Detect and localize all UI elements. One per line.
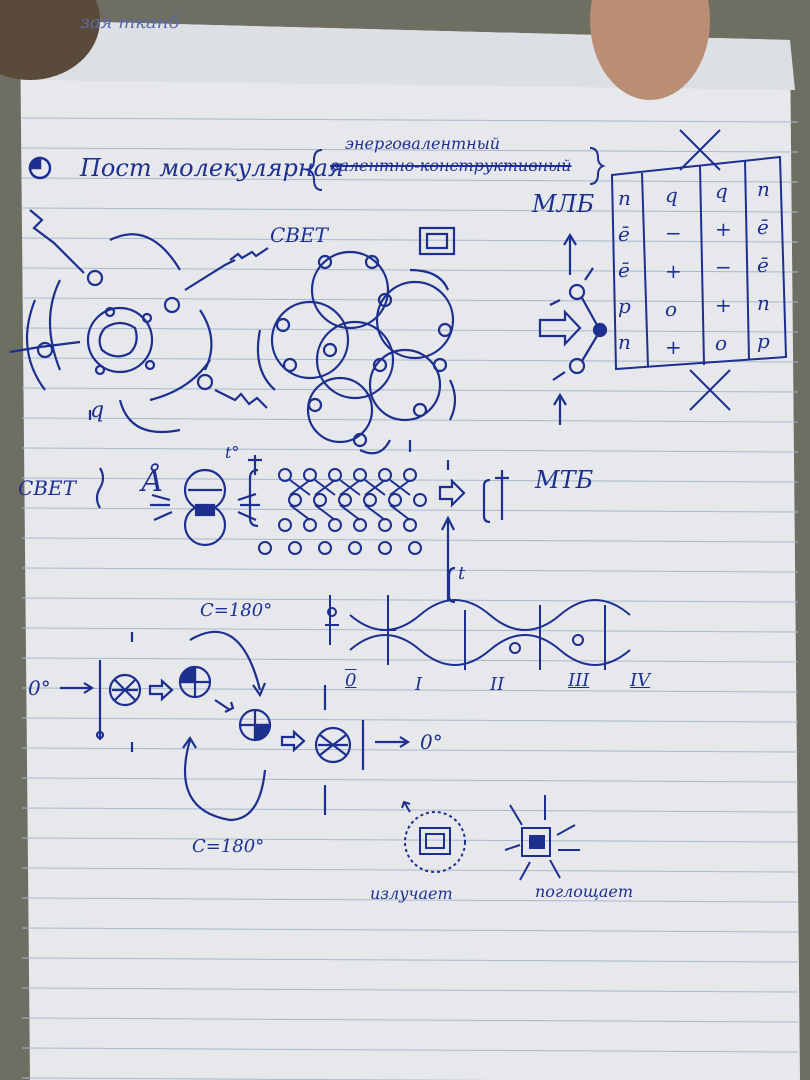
ruled-line xyxy=(21,1017,799,1023)
ruled-line xyxy=(21,747,799,753)
label-q: q xyxy=(90,398,105,423)
lattice-bond xyxy=(339,479,361,521)
label-svet-1: СВЕТ xyxy=(270,223,328,247)
roman-4: IV xyxy=(630,670,651,691)
ruled-line xyxy=(21,297,799,303)
lattice-node xyxy=(338,493,352,507)
ruled-line xyxy=(21,117,799,123)
lattice-bond xyxy=(389,479,411,521)
atom-diagram xyxy=(95,455,262,547)
lattice-node xyxy=(388,493,402,507)
label-mtb: МТБ xyxy=(535,466,594,494)
lattice-node xyxy=(348,541,362,555)
label-degree: t° xyxy=(225,443,240,462)
lattice-bond xyxy=(364,479,386,521)
roman-0: 0 xyxy=(345,670,357,691)
lattice-node xyxy=(278,518,292,532)
ruled-line xyxy=(21,597,799,603)
lattice-node xyxy=(278,468,292,482)
ruled-line xyxy=(21,657,799,663)
top-scribble: зая тканб xyxy=(80,12,180,33)
mtb-arrows xyxy=(438,460,509,604)
lattice-node xyxy=(413,493,427,507)
ruled-line xyxy=(21,957,799,963)
lattice-diagram xyxy=(258,468,427,555)
brace-upper-label: энерговалентный xyxy=(345,134,501,153)
ruled-line xyxy=(21,507,799,513)
cycle-diagram xyxy=(60,630,411,822)
angle-top-label: С=180° xyxy=(200,600,273,621)
table-col-mid: q − + o + xyxy=(665,183,682,359)
zero-left-label: 0° xyxy=(28,676,51,700)
ruled-line xyxy=(21,987,799,993)
ruled-line xyxy=(21,327,799,333)
label-angstrom: Å xyxy=(142,464,164,499)
lattice-node xyxy=(288,541,302,555)
ruled-line xyxy=(21,567,799,573)
ruled-line xyxy=(21,357,799,363)
wave-diagram xyxy=(325,595,631,670)
emit-absorb-icons xyxy=(401,795,580,881)
ruled-line xyxy=(21,1077,508,1080)
page-title: Пост молекулярная xyxy=(80,154,344,182)
molecule-cluster-middle xyxy=(256,226,457,455)
brace-left xyxy=(304,149,323,191)
lattice-node xyxy=(288,493,302,507)
ruled-line xyxy=(21,177,799,183)
lattice-node xyxy=(313,493,327,507)
ruled-line xyxy=(21,927,799,933)
lattice-node xyxy=(408,541,422,555)
ruled-line xyxy=(21,627,799,633)
angle-bottom-label: С=180° xyxy=(192,836,265,857)
ruled-line xyxy=(21,147,799,153)
ruled-line xyxy=(21,687,799,693)
lattice-node xyxy=(258,541,272,555)
brace-right xyxy=(589,147,606,185)
lattice-bond xyxy=(289,479,311,521)
lattice-node xyxy=(378,541,392,555)
molecule-cluster-left xyxy=(9,209,269,434)
label-t: t xyxy=(458,563,466,584)
ruled-line xyxy=(21,897,799,903)
ruled-line xyxy=(21,537,799,543)
ruled-line xyxy=(21,777,799,783)
mlb-molecule xyxy=(538,232,608,425)
lattice-node xyxy=(318,541,332,555)
label-svet-2: СВЕТ xyxy=(18,476,76,500)
ruled-line xyxy=(21,837,799,843)
title-bullet-icon xyxy=(28,156,52,180)
roman-1: I xyxy=(415,674,423,695)
hair-corner xyxy=(0,0,100,80)
ruled-line xyxy=(21,1047,799,1053)
brace-lower-label: валентно-конструктивный xyxy=(330,156,572,175)
label-absorbs: поглощает xyxy=(535,882,634,901)
ruled-line xyxy=(21,807,799,813)
lattice-node xyxy=(363,493,377,507)
ruled-line xyxy=(21,867,799,873)
ruled-line xyxy=(21,207,799,213)
lattice-bond xyxy=(314,479,336,521)
table-col-mid2: q + − + o xyxy=(715,179,732,355)
label-mlb: МЛБ xyxy=(532,190,595,218)
roman-2: II xyxy=(490,674,505,695)
label-emits: излучает xyxy=(370,884,453,903)
ruled-line xyxy=(21,717,799,723)
charge-table xyxy=(610,129,788,411)
ruled-line xyxy=(21,387,799,393)
zero-right-label: 0° xyxy=(420,730,443,754)
roman-3: III xyxy=(568,670,590,691)
finger xyxy=(590,0,710,100)
